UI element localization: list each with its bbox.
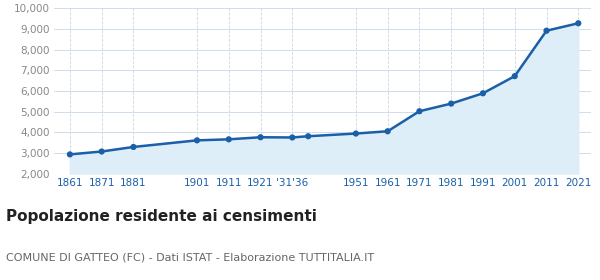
Point bbox=[510, 74, 520, 78]
Point bbox=[542, 29, 551, 33]
Point bbox=[128, 145, 138, 149]
Point bbox=[192, 138, 202, 143]
Point bbox=[65, 152, 74, 157]
Point bbox=[415, 109, 424, 113]
Text: Popolazione residente ai censimenti: Popolazione residente ai censimenti bbox=[6, 209, 317, 224]
Point bbox=[446, 101, 456, 106]
Point bbox=[287, 135, 297, 140]
Point bbox=[97, 149, 106, 154]
Point bbox=[383, 129, 392, 134]
Point bbox=[478, 91, 488, 95]
Point bbox=[574, 21, 583, 25]
Point bbox=[224, 137, 233, 142]
Text: COMUNE DI GATTEO (FC) - Dati ISTAT - Elaborazione TUTTITALIA.IT: COMUNE DI GATTEO (FC) - Dati ISTAT - Ela… bbox=[6, 252, 374, 262]
Point bbox=[256, 135, 265, 139]
Point bbox=[351, 131, 361, 136]
Point bbox=[304, 134, 313, 139]
